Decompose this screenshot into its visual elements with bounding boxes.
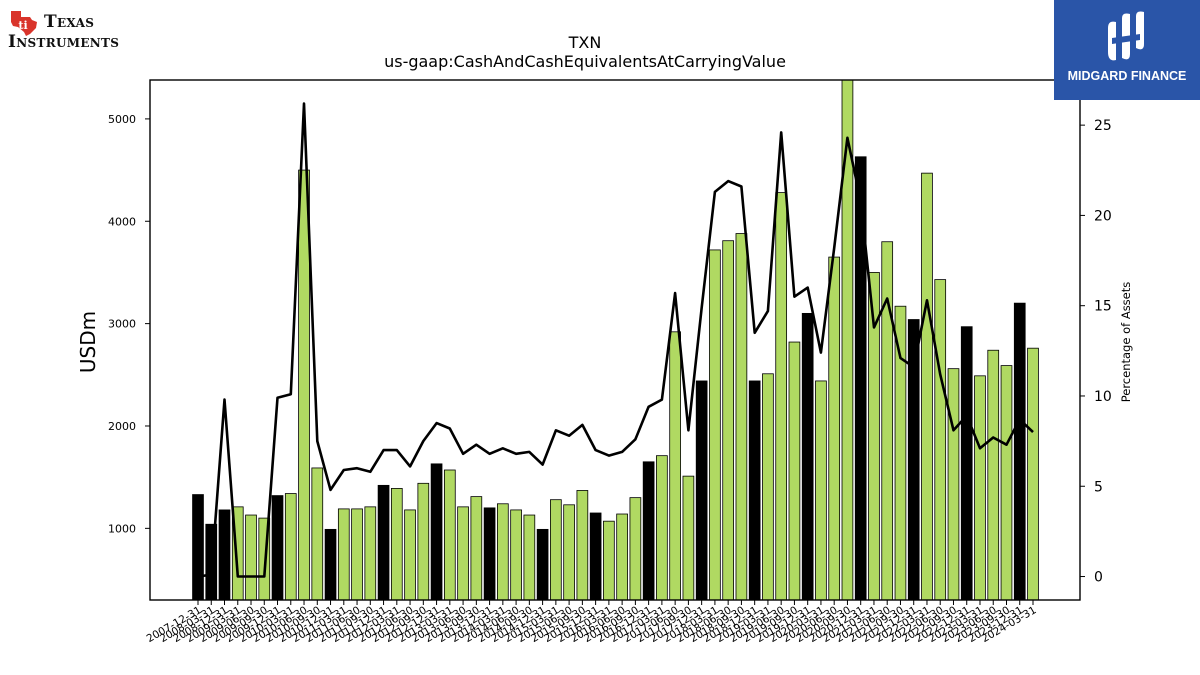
bar: [748, 380, 761, 601]
bar: [404, 509, 416, 601]
bar: [245, 514, 257, 601]
y-tick-label: 4000: [108, 215, 136, 228]
y-axis-ticks: 1000 2000 3000 4000 5000: [108, 113, 150, 535]
bar-series: [192, 79, 1039, 601]
bar: [921, 172, 933, 601]
y2-axis-label: Percentage of Assets: [1119, 282, 1133, 403]
bar: [563, 504, 575, 601]
bar: [470, 496, 483, 601]
bar: [337, 508, 350, 601]
bar: [390, 488, 403, 601]
bar: [430, 463, 443, 601]
ti-logo-line2: Instruments: [8, 32, 120, 52]
bar: [642, 461, 655, 601]
bar: [364, 506, 377, 601]
chart-title: TXN: [568, 33, 602, 52]
bar: [589, 512, 602, 601]
bar: [271, 495, 284, 601]
bar: [324, 528, 337, 601]
bar: [457, 506, 469, 601]
y2-tick-label: 15: [1094, 299, 1112, 315]
bar: [576, 490, 589, 601]
svg-text:ti: ti: [18, 19, 27, 32]
bar: [894, 305, 907, 601]
y2-tick-label: 0: [1094, 570, 1103, 586]
bar: [709, 249, 721, 601]
bar: [934, 279, 947, 601]
bar: [682, 475, 695, 601]
y2-tick-label: 5: [1094, 479, 1103, 495]
bar: [603, 520, 615, 601]
bar: [1000, 365, 1013, 601]
bar: [523, 514, 536, 601]
midgard-finance-logo: MIDGARD FINANCE: [1054, 0, 1200, 100]
y2-tick-label: 20: [1094, 208, 1112, 224]
midgard-finance-text: MIDGARD FINANCE: [1067, 69, 1187, 83]
y-tick-label: 1000: [108, 522, 136, 535]
x-axis-ticks: 2007-12-312008-03-312008-12-312009-03-31…: [145, 600, 1039, 645]
bar: [801, 312, 814, 601]
bar: [775, 192, 788, 601]
bar: [788, 341, 801, 601]
bar: [974, 375, 986, 601]
bar: [443, 469, 456, 601]
chart-subtitle: us-gaap:CashAndCashEquivalentsAtCarrying…: [384, 52, 786, 71]
bar: [881, 241, 894, 601]
y-tick-label: 5000: [108, 113, 136, 126]
bar: [483, 507, 496, 601]
bar: [192, 494, 204, 601]
bar: [284, 493, 297, 601]
bar: [656, 455, 668, 601]
y2-tick-label: 10: [1094, 389, 1112, 405]
bar: [417, 482, 430, 601]
midgard-mark-icon: [1108, 11, 1144, 61]
bar: [377, 484, 390, 601]
bar: [550, 499, 562, 601]
bar: [298, 169, 310, 601]
y2-axis-ticks: 0 5 10 15 20 25: [1080, 118, 1112, 586]
bar: [735, 233, 748, 601]
ti-logo-line1: Texas: [44, 12, 95, 32]
plot-frame: [149, 79, 1081, 601]
bar: [497, 503, 509, 601]
y2-tick-label: 25: [1094, 118, 1112, 134]
bar: [510, 509, 522, 601]
bar: [722, 240, 734, 601]
bar: [536, 528, 549, 601]
texas-instruments-logo: ti Texas Instruments: [8, 6, 143, 56]
bar: [629, 497, 642, 601]
bar: [828, 256, 841, 601]
y-tick-label: 3000: [108, 318, 136, 331]
bar: [762, 373, 774, 601]
bar: [1013, 302, 1026, 601]
y-tick-label: 2000: [108, 420, 136, 433]
bar: [311, 467, 324, 601]
percentage-line: [197, 102, 1034, 578]
bar: [351, 508, 363, 601]
bar: [960, 326, 973, 601]
bar: [815, 380, 827, 601]
bar: [695, 380, 708, 601]
bar: [987, 349, 1000, 601]
bar: [854, 156, 867, 601]
bar: [218, 509, 231, 601]
ti-state-icon: ti: [11, 11, 37, 36]
y-axis-label: USDm: [76, 311, 100, 373]
bar: [1027, 347, 1039, 601]
bar: [616, 513, 628, 601]
bar: [669, 331, 681, 601]
bar: [947, 368, 960, 601]
